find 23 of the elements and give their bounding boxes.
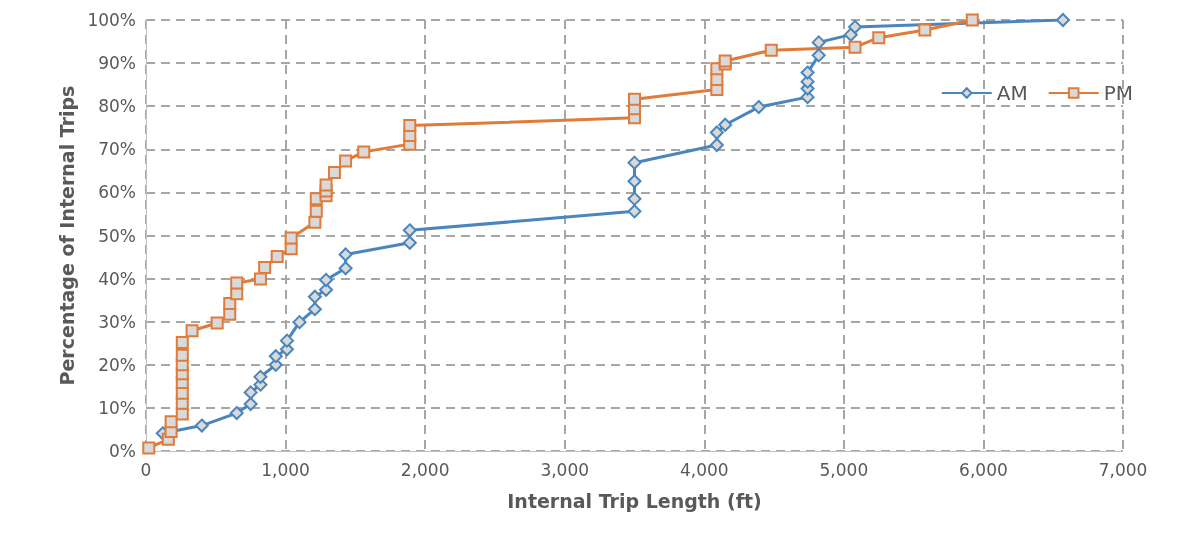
x-tick-label: 3,000 <box>540 459 590 480</box>
y-tick-label: 80% <box>98 96 136 117</box>
y-tick-label: 10% <box>98 397 136 418</box>
x-tick-label: 0 <box>140 459 152 480</box>
y-tick-label: 100% <box>87 10 136 30</box>
x-tick-label: 2,000 <box>400 459 450 480</box>
y-tick-label: 0% <box>109 441 136 461</box>
y-tick-label: 60% <box>98 182 136 203</box>
x-tick-label: 7,000 <box>1098 459 1148 480</box>
y-tick-label: 50% <box>98 225 136 246</box>
x-tick-label: 1,000 <box>261 459 310 480</box>
y-tick-label: 70% <box>98 139 136 160</box>
y-tick-label: 20% <box>98 354 136 375</box>
legend-label: PM <box>1103 81 1134 105</box>
x-axis-title: Internal Trip Length (ft) <box>507 489 762 512</box>
y-axis-title: Percentage of Internal Trips <box>56 85 78 386</box>
x-tick-label: 5,000 <box>819 459 869 480</box>
y-tick-label: 40% <box>98 268 136 289</box>
legend-label: AM <box>996 81 1028 105</box>
y-tick-label: 90% <box>98 53 136 74</box>
x-tick-label: 6,000 <box>959 459 1008 480</box>
x-tick-label: 4,000 <box>679 459 729 480</box>
y-tick-label: 30% <box>98 311 136 332</box>
